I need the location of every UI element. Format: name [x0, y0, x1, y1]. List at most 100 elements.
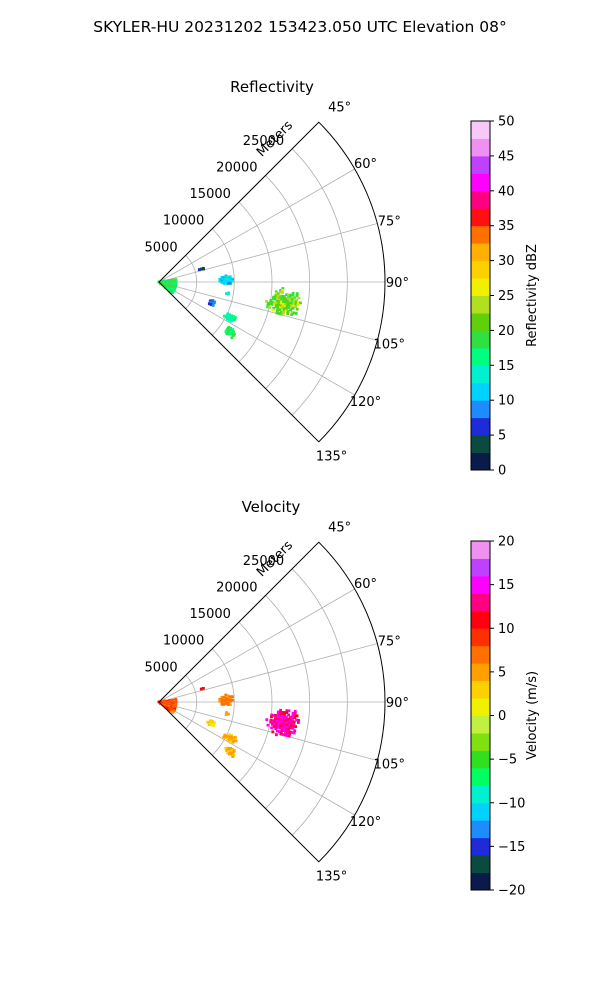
velocity-echo-cell: [269, 718, 273, 722]
reflectivity-echo-cell: [290, 313, 294, 316]
reflectivity-echo-cell: [229, 319, 233, 323]
velocity-echo-region: [224, 746, 236, 758]
velocity-echo-cell: [199, 687, 203, 691]
reflectivity-colorbar-tick-label: 30: [498, 254, 515, 269]
reflectivity-echo-cell: [276, 294, 280, 298]
reflectivity-echo-cell: [289, 308, 293, 312]
reflectivity-echo-cell: [282, 299, 286, 302]
reflectivity-colorbar-tick-label: 45: [498, 149, 515, 164]
velocity-echo-cell: [226, 737, 229, 741]
velocity-echo-cell: [222, 735, 226, 739]
reflectivity-echo-region: [222, 312, 237, 323]
reflectivity-echo-cell: [228, 313, 232, 317]
velocity-colorbar-segment: [471, 767, 490, 786]
reflectivity-echo-cell: [273, 301, 277, 305]
velocity-echo-cell: [273, 721, 277, 725]
reflectivity-echo-cell: [276, 292, 280, 296]
velocity-echo-cell: [229, 740, 232, 744]
velocity-echo-cell: [201, 686, 205, 690]
velocity-echo-cell: [227, 738, 231, 742]
reflectivity-echo-cell: [299, 301, 302, 305]
reflectivity-echo-cell: [280, 296, 284, 300]
velocity-echo-cell: [278, 714, 282, 718]
velocity-echo-cell: [280, 718, 284, 722]
velocity-echo-region: [224, 711, 230, 717]
velocity-echo-cell: [276, 714, 280, 718]
velocity-colorbar-segment: [471, 802, 490, 821]
reflectivity-echo-cell: [222, 281, 226, 285]
velocity-frame: [158, 541, 386, 863]
reflectivity-echo-cell: [224, 330, 228, 333]
reflectivity-echo-cell: [274, 292, 278, 296]
velocity-echo-cell: [271, 730, 275, 734]
reflectivity-azimuth-spoke: [158, 168, 355, 283]
velocity-echo-cell: [166, 706, 169, 710]
velocity-colorbar-segment: [471, 541, 490, 559]
velocity-echo-cell: [287, 709, 291, 713]
velocity-colorbar-segment: [471, 593, 490, 612]
reflectivity-echo-cell: [283, 307, 286, 311]
reflectivity-echo-cell: [225, 332, 229, 336]
velocity-azimuth-tick-label: 45°: [328, 520, 351, 535]
reflectivity-echo-cell: [287, 293, 291, 297]
velocity-echo-cell: [225, 749, 229, 752]
reflectivity-colorbar-segment: [471, 225, 490, 244]
reflectivity-echo-cell: [279, 288, 283, 292]
velocity-echo-cell: [291, 716, 295, 719]
velocity-echo-region: [206, 719, 216, 727]
velocity-colorbar-label: Velocity (m/s): [525, 671, 540, 760]
reflectivity-colorbar-segment: [471, 312, 490, 331]
velocity-echo-cell: [280, 712, 284, 716]
reflectivity-echo-cell: [277, 300, 281, 304]
reflectivity-echo-cell: [286, 301, 290, 305]
reflectivity-colorbar-segment: [471, 138, 490, 157]
velocity-echo-cell: [293, 714, 297, 717]
reflectivity-colorbar-tick-label: 35: [498, 219, 515, 234]
velocity-echo-cell: [284, 721, 287, 725]
velocity-echo-cell: [295, 714, 299, 718]
reflectivity-colorbar: 0 5 10 15 20 25 30 35 40 45 50 Reflectivity dBZ: [470, 115, 540, 479]
velocity-echo-cell: [275, 729, 279, 733]
reflectivity-colorbar-segment: [471, 435, 490, 454]
velocity-echo-cell: [278, 712, 282, 716]
velocity-echo-cell: [275, 719, 279, 723]
reflectivity-echo-cell: [293, 298, 296, 302]
velocity-echo-cell: [295, 718, 298, 722]
reflectivity-echo-cell: [222, 314, 226, 318]
reflectivity-echo-cell: [286, 297, 290, 301]
velocity-echo-cell: [281, 733, 285, 736]
reflectivity-echo-cell: [281, 290, 284, 294]
velocity-range-tick-label: 5000: [145, 660, 178, 675]
velocity-echo-cell: [282, 720, 285, 724]
velocity-echo-cell: [164, 705, 168, 709]
reflectivity-echo-cell: [289, 306, 293, 310]
velocity-echo-cell: [283, 711, 287, 714]
velocity-echo-cell: [287, 728, 290, 731]
reflectivity-echo-cell: [231, 279, 234, 283]
reflectivity-echo-cell: [279, 304, 283, 308]
reflectivity-echo-cell: [276, 296, 280, 300]
reflectivity-echo-cell: [290, 302, 294, 306]
velocity-echo-cell: [283, 725, 287, 729]
reflectivity-range-tick-label: 25000: [243, 134, 284, 149]
reflectivity-echo-cell: [165, 287, 169, 291]
reflectivity-colorbar-segment: [471, 121, 490, 139]
velocity-echo-cell: [211, 724, 215, 727]
reflectivity-echo-region: [218, 274, 234, 285]
velocity-echo-cell: [272, 713, 276, 717]
velocity-echo-cell: [288, 732, 292, 736]
reflectivity-echo-cell: [281, 302, 285, 306]
reflectivity-echo-cell: [271, 297, 275, 301]
velocity-echo-cell: [226, 703, 230, 706]
reflectivity-echo-cell: [276, 298, 279, 301]
velocity-azimuth-spoke: [158, 701, 378, 761]
reflectivity-colorbar-segment: [471, 208, 490, 227]
velocity-echo-cell: [276, 716, 280, 720]
reflectivity-echo-cell: [279, 290, 282, 294]
velocity-echo-cell: [222, 702, 226, 706]
velocity-echo-cell: [275, 723, 278, 727]
velocity-title: Velocity: [242, 498, 301, 516]
reflectivity-echo-cell: [292, 304, 295, 308]
velocity-echo-cell: [269, 720, 273, 724]
velocity-echo-cell: [212, 721, 216, 725]
